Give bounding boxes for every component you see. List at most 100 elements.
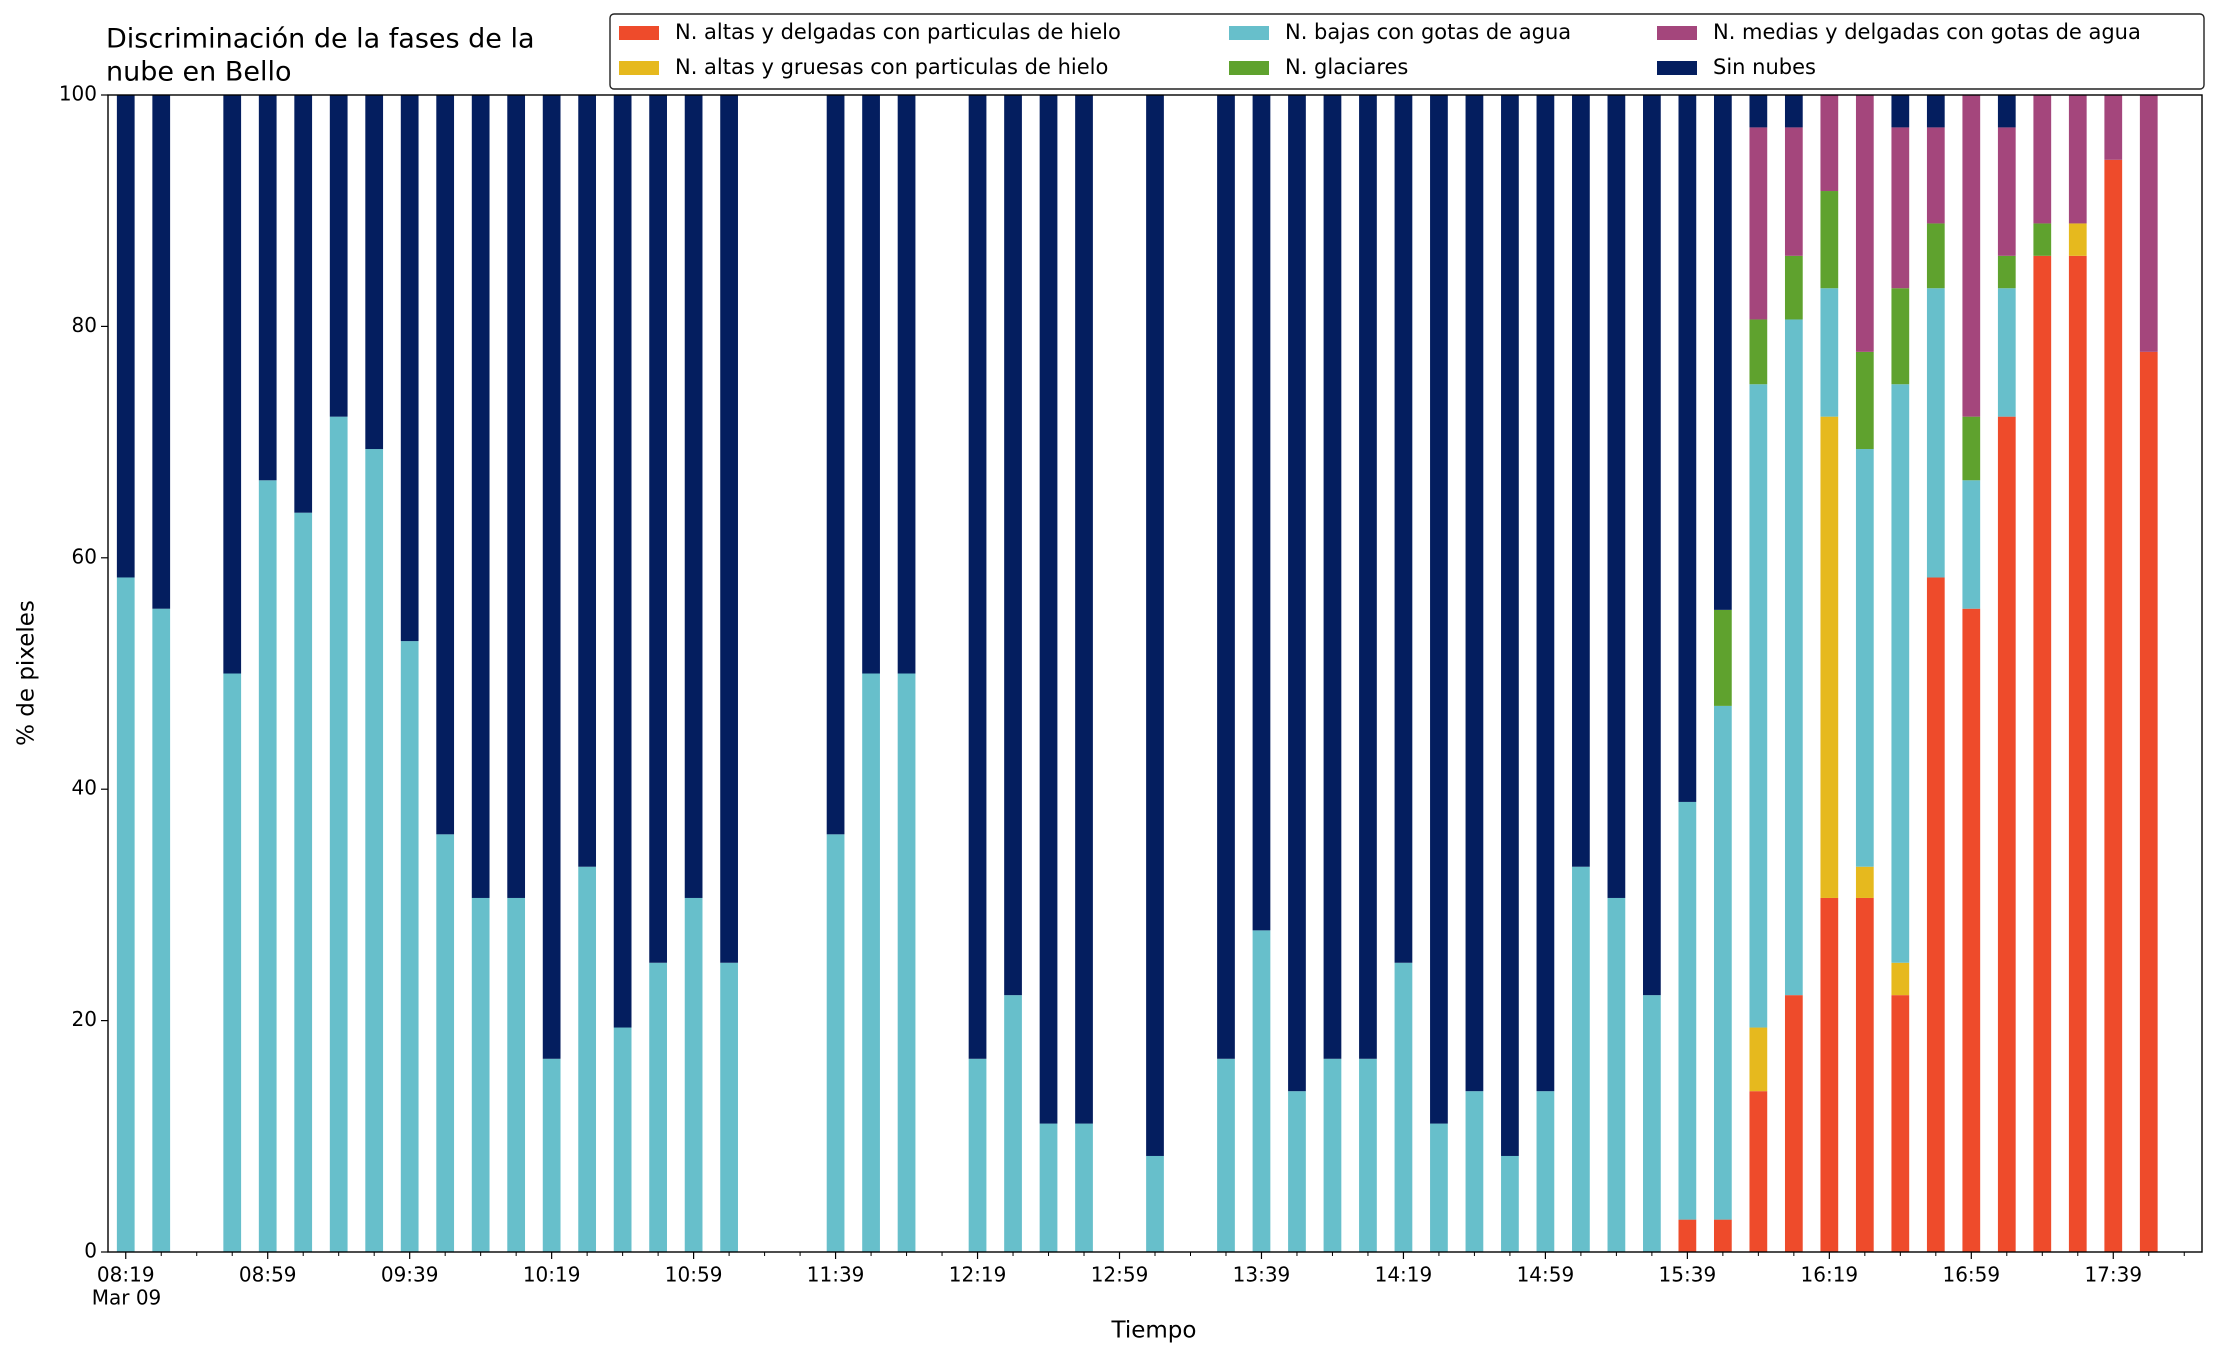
bar-segment bbox=[1536, 1091, 1555, 1252]
bar-segment bbox=[1359, 1058, 1377, 1252]
bar-segment bbox=[1749, 319, 1768, 385]
bar-segment bbox=[365, 449, 384, 1252]
bar-segment bbox=[2033, 223, 2052, 256]
bar-segment bbox=[897, 673, 916, 1252]
bar-segment bbox=[1891, 995, 1910, 1252]
bar-segment bbox=[1855, 95, 1874, 352]
bar-segment bbox=[1855, 449, 1874, 867]
bar-segment bbox=[471, 897, 490, 1252]
bar-segment bbox=[826, 834, 845, 1252]
bar-segment bbox=[2033, 255, 2052, 1252]
legend-box bbox=[609, 13, 2205, 90]
y-tick-label: 20 bbox=[72, 1007, 97, 1031]
bar-segment bbox=[1926, 95, 1945, 128]
bar-segment bbox=[1997, 416, 2016, 1252]
bar-segment bbox=[1749, 95, 1768, 128]
bar-segment bbox=[1643, 995, 1661, 1252]
bar-segment bbox=[223, 673, 242, 1252]
bar-segment bbox=[400, 641, 419, 1252]
bar-segment bbox=[1323, 1058, 1342, 1252]
y-tick-label: 40 bbox=[72, 776, 97, 800]
bar-segment bbox=[294, 512, 313, 1252]
bar-segment bbox=[436, 834, 455, 1252]
bar-segment bbox=[1678, 95, 1697, 802]
bar-segment bbox=[1323, 95, 1342, 1059]
bar-segment bbox=[1288, 95, 1306, 1092]
bar-segment bbox=[1784, 127, 1803, 256]
x-tick-label: 12:59 bbox=[1091, 1263, 1149, 1287]
bar-segment bbox=[1997, 288, 2016, 417]
bar-segment bbox=[1891, 384, 1910, 963]
legend-swatch bbox=[1229, 26, 1269, 40]
bar-segment bbox=[1891, 127, 1910, 289]
bar-segment bbox=[1572, 95, 1590, 867]
bar-segment bbox=[1288, 1091, 1306, 1252]
bar-segment bbox=[1465, 95, 1484, 1092]
bar-segment bbox=[649, 95, 667, 963]
x-tick-label: 12:19 bbox=[949, 1263, 1007, 1287]
legend-swatch bbox=[1229, 61, 1269, 75]
bar-segment bbox=[862, 673, 880, 1252]
bar-segment bbox=[1784, 319, 1803, 996]
bar-segment bbox=[1820, 191, 1839, 289]
bar-segment bbox=[1678, 1219, 1697, 1252]
bar-segment bbox=[2068, 223, 2087, 256]
legend-swatch bbox=[619, 26, 659, 40]
bar-segment bbox=[968, 1058, 987, 1252]
x-tick-label: 08:59 bbox=[239, 1263, 297, 1287]
x-tick-label: 14:19 bbox=[1375, 1263, 1433, 1287]
x-tick-label: 15:39 bbox=[1659, 1263, 1717, 1287]
bar-segment bbox=[1820, 95, 1839, 192]
bar-segment bbox=[578, 95, 597, 867]
bar-segment bbox=[1997, 95, 2016, 128]
bar-segment bbox=[1501, 95, 1519, 1156]
bar-segment bbox=[365, 95, 384, 450]
bar-segment bbox=[1891, 962, 1910, 996]
bar-segment bbox=[1749, 127, 1768, 320]
legend-label: N. altas y delgadas con particulas de hi… bbox=[675, 20, 1121, 44]
bar-segment bbox=[1039, 95, 1058, 1124]
x-date-label: Mar 09 bbox=[92, 1286, 162, 1310]
bar-segment bbox=[258, 95, 277, 481]
bar-segment bbox=[1926, 223, 1945, 289]
bar-segment bbox=[2139, 351, 2158, 1252]
bar-segment bbox=[862, 95, 880, 674]
bar-segment bbox=[1607, 95, 1626, 898]
bar-segment bbox=[1962, 416, 1981, 481]
bar-segment bbox=[613, 1027, 632, 1252]
bar-segment bbox=[1075, 95, 1093, 1124]
bar-segment bbox=[1146, 1155, 1164, 1252]
x-tick-label: 11:39 bbox=[807, 1263, 865, 1287]
legend-label: Sin nubes bbox=[1713, 55, 1816, 79]
bar-segment bbox=[507, 897, 526, 1252]
bar-segment bbox=[1926, 127, 1945, 224]
bar-segment bbox=[1784, 95, 1803, 128]
bar-segment bbox=[507, 95, 526, 898]
bar-segment bbox=[542, 1058, 561, 1252]
bar-segment bbox=[471, 95, 490, 898]
bar-segment bbox=[720, 95, 738, 963]
bar-segment bbox=[400, 95, 419, 642]
bar-segment bbox=[1713, 609, 1732, 706]
x-tick-label: 17:39 bbox=[2084, 1263, 2142, 1287]
x-tick-label: 16:19 bbox=[1801, 1263, 1859, 1287]
x-axis-label: Tiempo bbox=[1111, 1318, 1197, 1344]
bar-segment bbox=[1359, 95, 1377, 1059]
chart-title: nube en Bello bbox=[106, 57, 292, 88]
bar-segment bbox=[1217, 1058, 1235, 1252]
bar-segment bbox=[542, 95, 561, 1059]
bar-segment bbox=[1891, 288, 1910, 385]
bar-segment bbox=[1713, 95, 1732, 610]
bar-segment bbox=[1643, 95, 1661, 996]
bar-segment bbox=[1572, 866, 1590, 1252]
chart-title: Discriminación de la fases de la bbox=[106, 24, 535, 55]
bar-segment bbox=[1820, 288, 1839, 417]
bar-segment bbox=[649, 962, 667, 1252]
bar-segment bbox=[1997, 127, 2016, 256]
y-tick-label: 0 bbox=[84, 1239, 97, 1263]
bar-segment bbox=[1394, 95, 1413, 963]
bar-segment bbox=[1749, 384, 1768, 1028]
bar-segment bbox=[2104, 95, 2123, 160]
